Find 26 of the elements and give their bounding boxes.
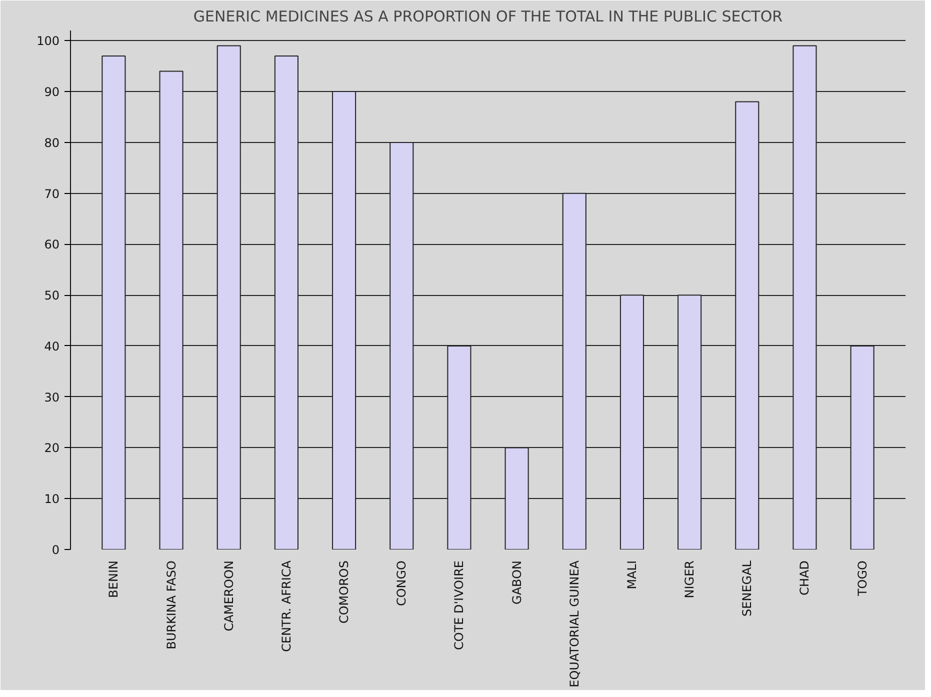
y-tick-label: 70 xyxy=(44,186,60,201)
x-tick-label: NIGER xyxy=(682,560,697,598)
chart-title: GENERIC MEDICINES AS A PROPORTION OF THE TOTAL IN THE PUBLIC SECTOR xyxy=(193,8,783,26)
x-tick-label: MALI xyxy=(624,560,639,590)
x-tick-label: CENTR. AFRICA xyxy=(279,560,294,652)
y-tick-label: 0 xyxy=(52,543,60,557)
y-tick-label: 30 xyxy=(44,390,60,404)
x-tick-label: CONGO xyxy=(394,560,409,606)
x-tick-label: CAMEROON xyxy=(222,560,236,632)
y-tick-label: 80 xyxy=(44,136,60,150)
y-tick-label: 60 xyxy=(44,238,60,252)
x-tick-label: EQUATORIAL GUINEA xyxy=(567,560,582,688)
y-tick-label: 20 xyxy=(44,441,60,456)
x-tick-label: CHAD xyxy=(798,560,812,596)
x-tick-label: GABON xyxy=(510,560,524,604)
x-tick-label: SENEGAL xyxy=(740,560,754,616)
x-tick-label: COMOROS xyxy=(337,560,352,624)
y-tick-label: 10 xyxy=(44,492,60,506)
y-tick-label: 50 xyxy=(44,288,60,303)
x-tick-label: TOGO xyxy=(855,560,870,598)
y-tick-label: 100 xyxy=(36,34,60,48)
y-tick-label: 40 xyxy=(44,339,60,354)
x-tick-label: COTE D'IVOIRE xyxy=(452,560,466,650)
x-tick-label: BENIN xyxy=(106,560,121,598)
x-tick-label: BURKINA FASO xyxy=(164,560,178,650)
y-tick-label: 90 xyxy=(44,85,60,100)
